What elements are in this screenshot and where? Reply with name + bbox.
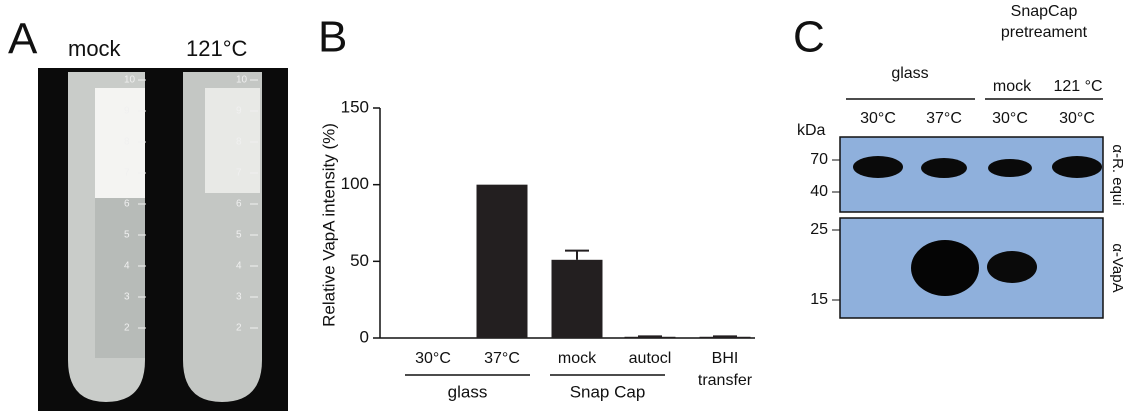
- x-tick-label: 30°C: [415, 350, 451, 367]
- pretreatment-label: mock: [993, 78, 1032, 95]
- panel-letter: A: [8, 15, 38, 64]
- group-label: Snap Cap: [570, 382, 646, 401]
- lane-label: 30°C: [1059, 110, 1095, 127]
- x-tick-label: 37°C: [484, 350, 520, 367]
- tube-label-area: [205, 88, 260, 193]
- band: [921, 158, 967, 178]
- marker-label: 40: [810, 183, 828, 200]
- band: [988, 159, 1032, 177]
- graduation-label: 4: [236, 261, 242, 272]
- lane-label: 30°C: [992, 110, 1028, 127]
- y-tick-label: 50: [350, 251, 369, 270]
- marker-label: 15: [810, 291, 828, 308]
- tube-medium: [95, 198, 145, 358]
- graduation-label: 7: [124, 168, 130, 179]
- graduation-label: 5: [124, 230, 130, 241]
- lane-label: 30°C: [860, 110, 896, 127]
- graduation-label: 6: [124, 199, 130, 210]
- y-tick-label: 100: [341, 174, 369, 193]
- marker-label: 25: [810, 221, 828, 238]
- pretreatment-label: 121 °C: [1053, 78, 1102, 95]
- tube-label-area: [95, 88, 145, 198]
- graduation-label: 5: [236, 230, 242, 241]
- band: [987, 251, 1037, 283]
- graduation-label: 2: [236, 323, 242, 334]
- graduation-label: 10: [236, 75, 248, 86]
- graduation-label: 7: [236, 168, 242, 179]
- graduation-label: 9: [124, 106, 130, 117]
- band: [853, 156, 903, 178]
- kda-label: kDa: [797, 122, 826, 139]
- y-axis-label: Relative VapA intensity (%): [319, 123, 338, 327]
- group-label: glass: [448, 382, 488, 401]
- graduation-label: 3: [236, 292, 242, 303]
- lane-label: 37°C: [926, 110, 962, 127]
- tube-label: mock: [68, 36, 122, 61]
- graduation-label: 9: [236, 106, 242, 117]
- antibody-label: α-VapA: [1109, 243, 1126, 292]
- group-label: pretreament: [1001, 24, 1088, 41]
- graduation-label: 8: [236, 137, 242, 148]
- bar: [476, 184, 528, 338]
- bar: [699, 336, 751, 338]
- bar: [551, 259, 603, 338]
- y-tick-label: 150: [341, 97, 369, 116]
- panel-letter: C: [793, 13, 825, 62]
- x-tick-label: mock: [557, 350, 597, 367]
- y-tick-label: 0: [360, 327, 369, 346]
- graduation-label: 2: [124, 323, 130, 334]
- bar: [624, 336, 676, 338]
- x-tick-label: BHI transfer: [697, 350, 753, 389]
- antibody-label: α-R. equi: [1109, 144, 1126, 205]
- graduation-label: 10: [124, 75, 136, 86]
- graduation-label: 3: [124, 292, 130, 303]
- graduation-label: 8: [124, 137, 130, 148]
- band: [911, 240, 979, 296]
- group-label: glass: [891, 65, 928, 82]
- tube-label: 121°C: [186, 36, 248, 61]
- graduation-label: 6: [236, 199, 242, 210]
- graduation-label: 4: [124, 261, 130, 272]
- panel-letter: B: [318, 13, 347, 62]
- group-label: SnapCap: [1011, 3, 1078, 20]
- marker-label: 70: [810, 151, 828, 168]
- band: [1052, 156, 1102, 178]
- x-tick-label: autocl: [628, 350, 672, 367]
